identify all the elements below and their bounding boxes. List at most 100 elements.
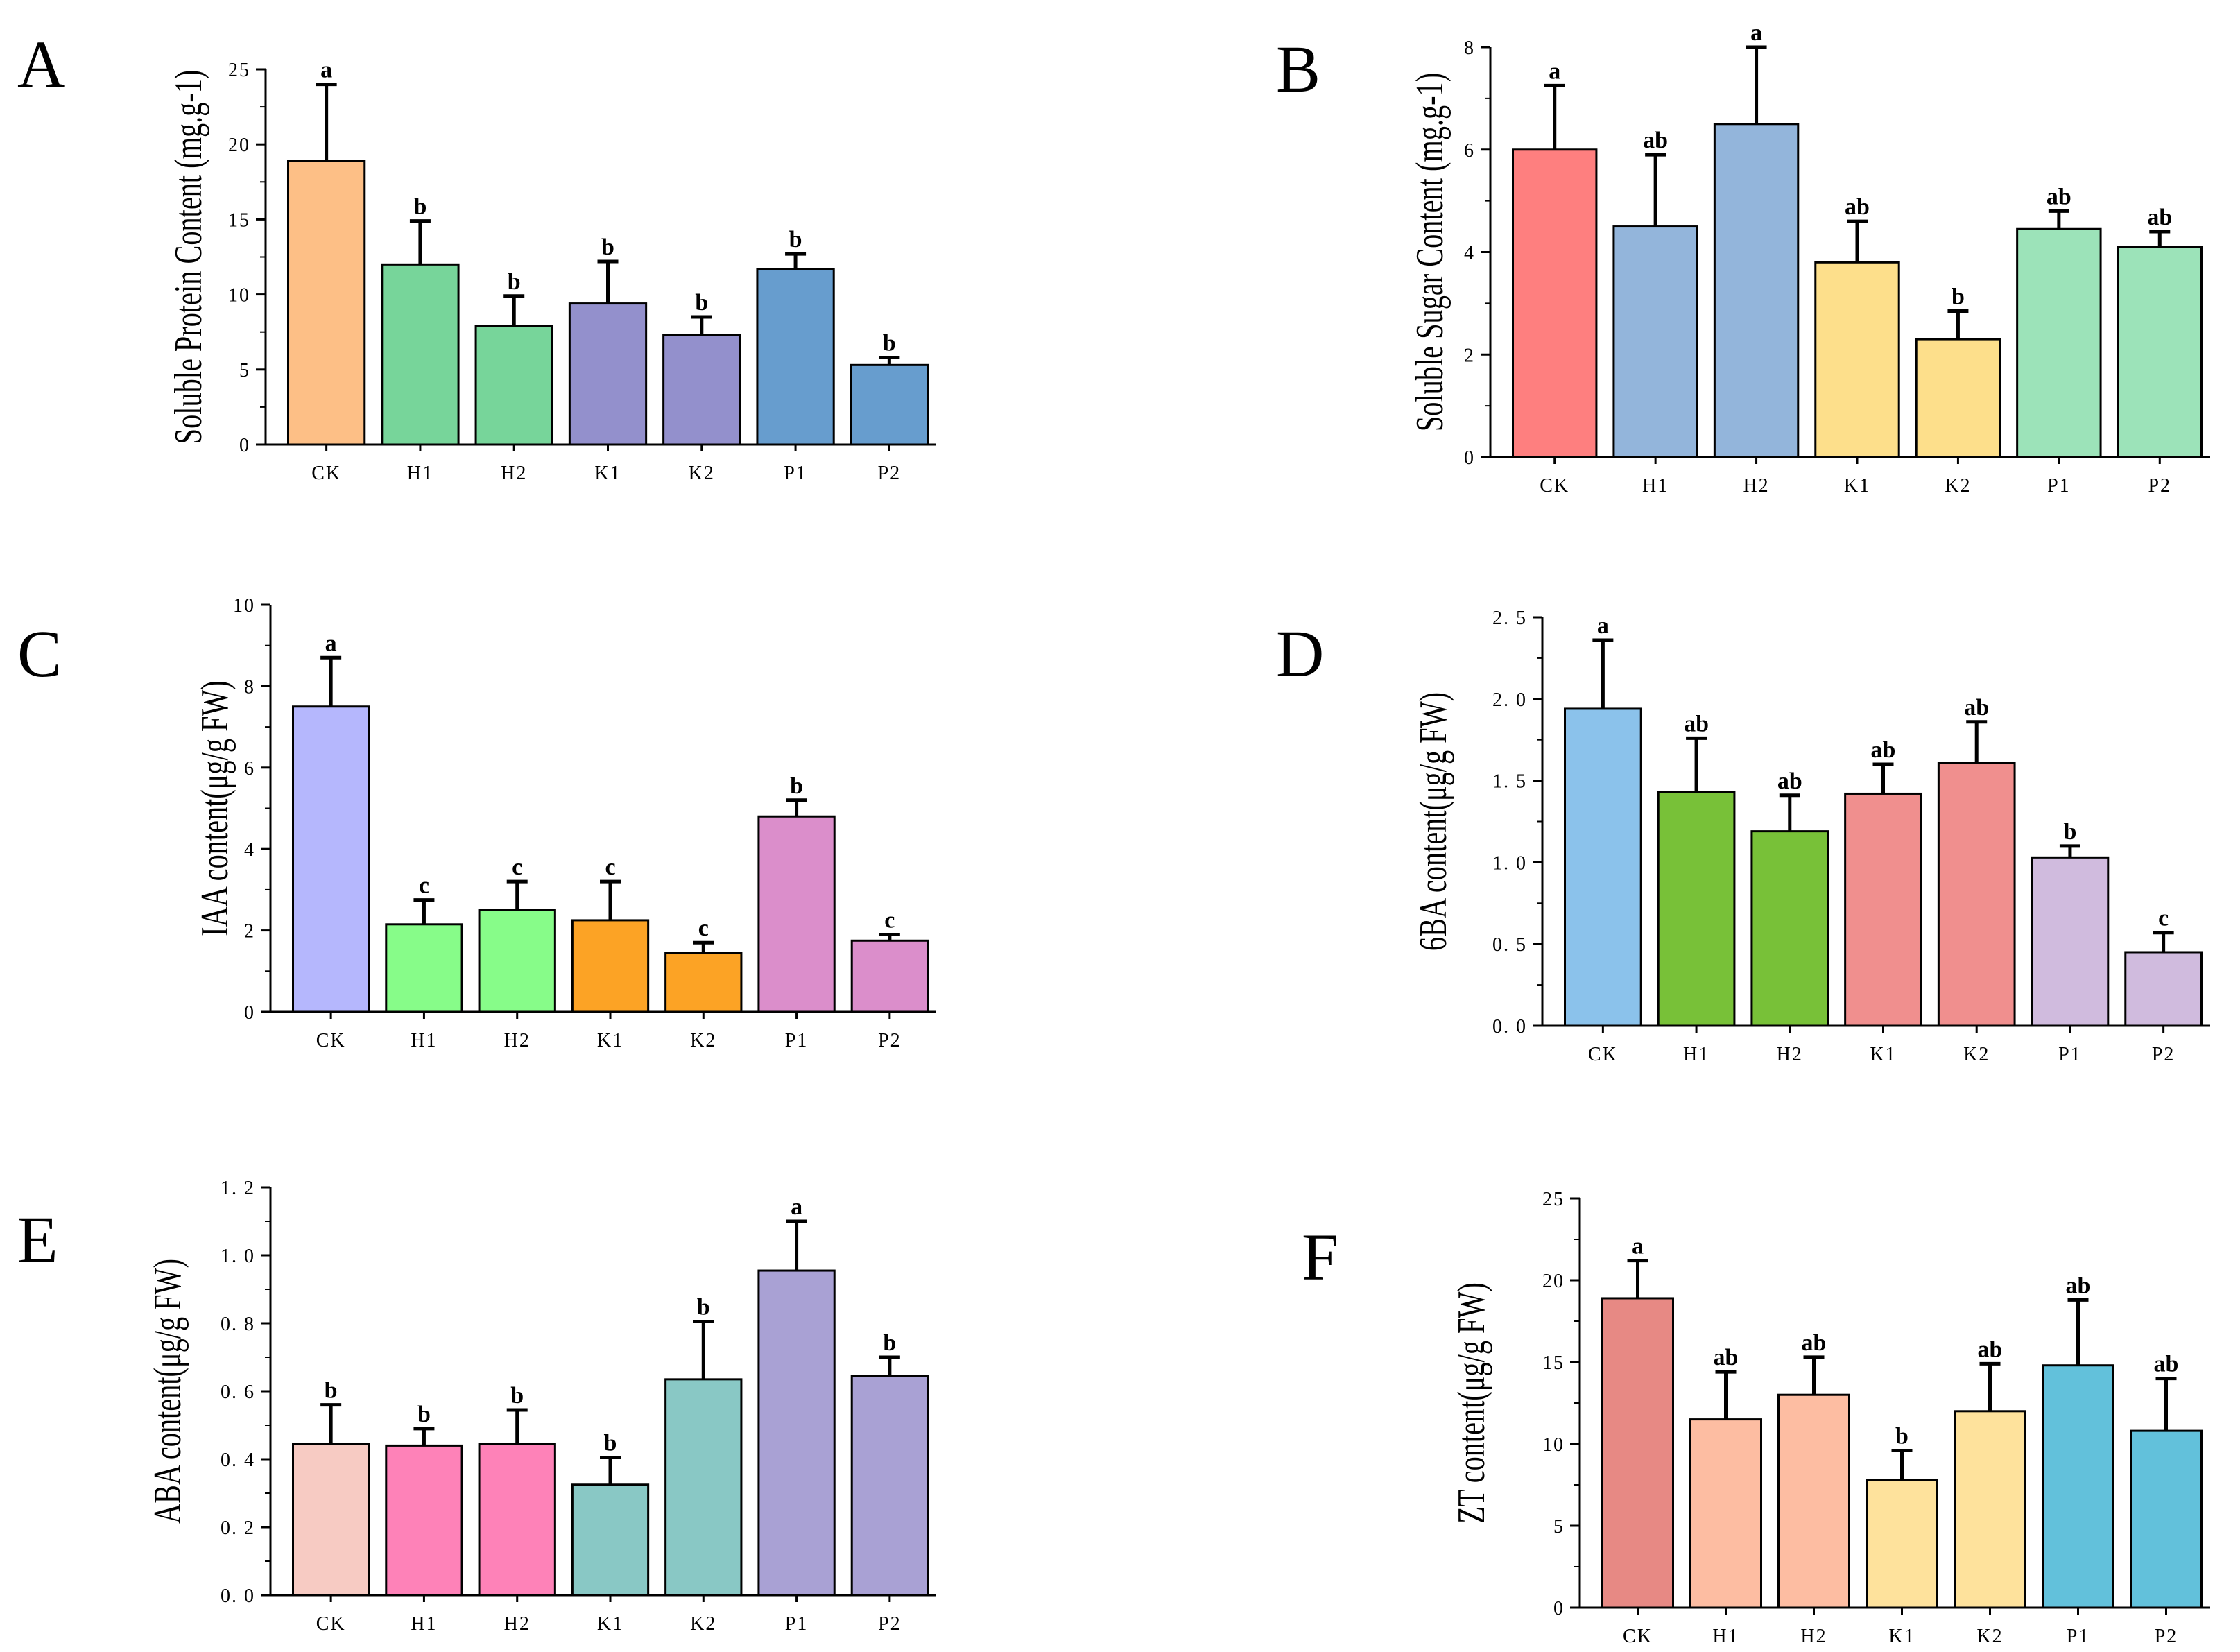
panel-letter: E xyxy=(17,1203,58,1277)
significance-label: c xyxy=(605,854,615,880)
significance-label: ab xyxy=(1845,194,1870,220)
y-tick-label: 6 xyxy=(1464,140,1475,162)
bar-k2 xyxy=(1954,1410,2026,1609)
y-tick-label: 1. 0 xyxy=(221,1246,255,1267)
y-tick-label: 0. 8 xyxy=(221,1314,255,1335)
category-label: P2 xyxy=(2148,475,2171,497)
bar-k1 xyxy=(568,302,648,446)
category-label: K2 xyxy=(1963,1044,1990,1065)
bar-h1 xyxy=(381,263,460,446)
y-axis-label: Soluble Sugar Content (mg.g-1) xyxy=(1408,73,1451,431)
significance-label: b xyxy=(1895,1423,1909,1449)
bar-p1 xyxy=(756,268,835,446)
category-label: P2 xyxy=(2152,1044,2176,1065)
bar-h2 xyxy=(478,909,556,1013)
y-tick-label: 20 xyxy=(1542,1271,1565,1292)
y-tick-label: 25 xyxy=(1542,1189,1565,1210)
y-tick-label: 1. 5 xyxy=(1492,771,1527,793)
significance-label: a xyxy=(320,58,332,83)
significance-label: b xyxy=(789,227,802,252)
panel-f: F ZT content(μg/g FW) 0 5 10 15 20 25 a CK ab H1 ab H… xyxy=(1302,1189,2210,1647)
significance-label: b xyxy=(510,1383,524,1409)
significance-label: b xyxy=(417,1402,431,1427)
significance-label: c xyxy=(419,873,429,899)
category-label: P1 xyxy=(784,463,807,484)
significance-label: b xyxy=(1952,284,1965,309)
bar-h2 xyxy=(1777,1393,1850,1609)
bar-h1 xyxy=(1612,225,1698,458)
y-tick-label: 0. 4 xyxy=(221,1449,255,1471)
significance-label: ab xyxy=(2147,205,2172,230)
bar-p1 xyxy=(757,1269,836,1597)
category-label: K1 xyxy=(1888,1626,1915,1647)
category-label: H2 xyxy=(504,1613,531,1635)
panel-letter: C xyxy=(17,617,62,691)
y-tick-label: 0. 0 xyxy=(1492,1016,1527,1038)
y-tick-label: 5 xyxy=(1553,1516,1565,1538)
significance-label: b xyxy=(883,1330,896,1356)
category-label: K1 xyxy=(597,1030,623,1051)
bar-ck xyxy=(287,160,366,446)
bar-k2 xyxy=(664,1378,743,1597)
category-label: H2 xyxy=(501,463,527,484)
significance-label: a xyxy=(791,1194,802,1220)
bar-k2 xyxy=(662,334,741,446)
category-label: H2 xyxy=(1743,475,1769,497)
bar-k1 xyxy=(1866,1479,1938,1609)
bar-ck xyxy=(1601,1297,1674,1609)
y-axis-label: IAA content(μg/g FW) xyxy=(193,680,236,936)
category-label: K1 xyxy=(597,1613,623,1635)
category-label: P1 xyxy=(2047,475,2071,497)
category-label: K1 xyxy=(594,463,621,484)
significance-label: ab xyxy=(1714,1345,1739,1370)
significance-label: b xyxy=(883,330,896,356)
significance-label: a xyxy=(1549,58,1560,84)
significance-label: ab xyxy=(2047,184,2071,209)
y-tick-label: 0 xyxy=(1464,447,1475,469)
category-label: P1 xyxy=(785,1613,809,1635)
bar-p2 xyxy=(850,1375,929,1597)
panel-letter: F xyxy=(1302,1220,1338,1294)
significance-label: b xyxy=(697,1295,710,1320)
bar-p2 xyxy=(850,363,929,446)
bar-k1 xyxy=(1844,792,1922,1027)
category-label: P1 xyxy=(785,1030,809,1051)
category-label: CK xyxy=(311,463,341,484)
significance-label: ab xyxy=(1964,695,1989,721)
category-label: K2 xyxy=(690,1030,716,1051)
significance-label: b xyxy=(601,234,614,260)
category-label: CK xyxy=(316,1030,346,1051)
panel-a: A Soluble Protein Content (mg.g-1) 0 5 10 15 2… xyxy=(17,27,936,484)
y-tick-label: 5 xyxy=(239,360,250,381)
category-label: P2 xyxy=(878,1613,902,1635)
significance-label: b xyxy=(604,1431,617,1456)
category-label: P2 xyxy=(878,463,902,484)
y-tick-label: 1. 0 xyxy=(1492,852,1527,874)
y-tick-label: 15 xyxy=(228,209,250,231)
bar-h1 xyxy=(1689,1418,1762,1609)
category-label: K2 xyxy=(1945,475,1971,497)
y-tick-label: 25 xyxy=(228,60,250,81)
category-label: CK xyxy=(1623,1626,1653,1647)
bar-h2 xyxy=(474,325,553,446)
bar-k1 xyxy=(571,1483,650,1597)
y-axis-label: ABA content(μg/g FW) xyxy=(146,1259,189,1524)
bar-h2 xyxy=(478,1443,556,1597)
bar-h2 xyxy=(1713,123,1800,458)
bar-k2 xyxy=(664,952,743,1013)
significance-label: b xyxy=(508,269,521,295)
y-tick-label: 1. 2 xyxy=(221,1178,255,1199)
y-tick-label: 6 xyxy=(244,758,255,780)
bar-k2 xyxy=(1937,762,2016,1027)
category-label: K1 xyxy=(1870,1044,1896,1065)
category-label: CK xyxy=(1588,1044,1618,1065)
y-axis-label: 6BA content(μg/g FW) xyxy=(1412,692,1455,951)
panel-letter: B xyxy=(1276,32,1320,106)
y-tick-label: 2. 0 xyxy=(1492,689,1527,711)
category-label: K2 xyxy=(690,1613,716,1635)
panel-e: E ABA content(μg/g FW) 0. 0 0. 2 0. 4 0. 6 0. … xyxy=(17,1178,936,1635)
significance-label: a xyxy=(1597,613,1609,639)
bar-h1 xyxy=(385,923,463,1013)
y-tick-label: 10 xyxy=(233,595,255,617)
bar-p1 xyxy=(2042,1364,2114,1609)
